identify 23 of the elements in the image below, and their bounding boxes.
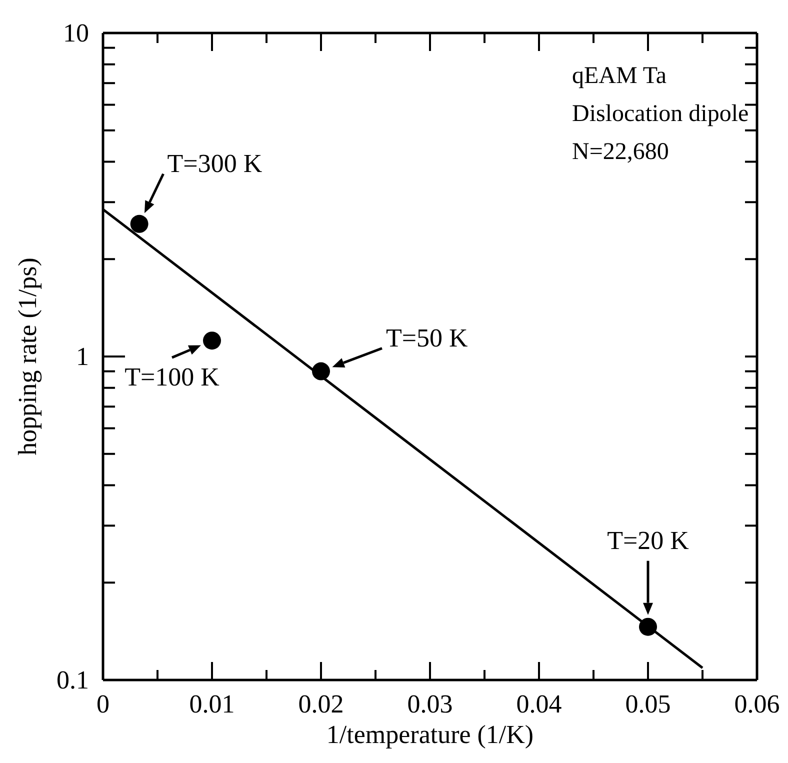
annotation: T=50 K <box>386 323 468 352</box>
annotation: T=20 K <box>607 526 690 555</box>
x-tick-label: 0.03 <box>407 689 453 718</box>
point <box>130 214 148 233</box>
y-tick-label: 10 <box>63 18 89 48</box>
x-tick-label: 0.04 <box>516 689 562 718</box>
point <box>203 332 221 350</box>
annotation: qEAM Ta <box>572 63 667 89</box>
point <box>639 618 657 636</box>
x-tick-label: 0 <box>96 689 110 718</box>
y-tick-label: 1 <box>76 342 89 371</box>
y-tick-label: 0.1 <box>56 665 89 694</box>
annotation: N=22,680 <box>572 139 669 165</box>
y-axis-title: hopping rate (1/ps) <box>13 258 42 456</box>
annotation: T=300 K <box>167 148 262 178</box>
x-tick-label: 0.05 <box>625 689 671 718</box>
annotation: Dislocation dipole <box>572 101 749 127</box>
x-tick-label: 0.06 <box>734 689 780 718</box>
x-tick-label: 0.02 <box>298 689 344 718</box>
x-axis-title: 1/temperature (1/K) <box>326 720 534 749</box>
x-tick-label: 0.01 <box>189 689 235 718</box>
annotation: T=100 K <box>124 362 220 392</box>
point <box>312 362 330 380</box>
